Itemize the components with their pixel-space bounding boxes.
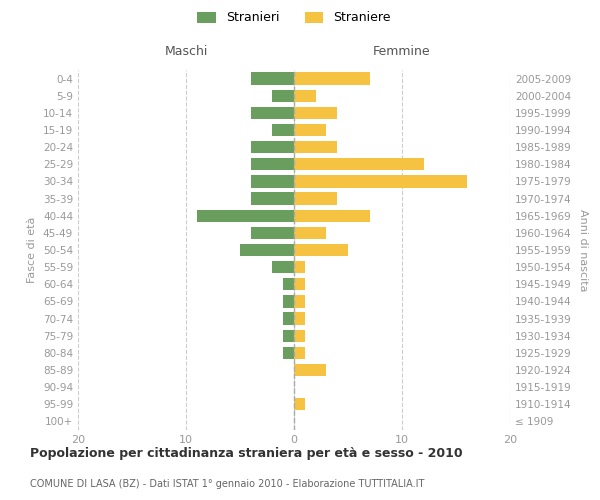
- Bar: [294, 398, 305, 410]
- Bar: [251, 106, 294, 119]
- Bar: [251, 176, 294, 188]
- Bar: [240, 244, 294, 256]
- Bar: [294, 106, 337, 119]
- Bar: [294, 226, 326, 239]
- Bar: [294, 330, 305, 342]
- Bar: [294, 244, 348, 256]
- Bar: [283, 278, 294, 290]
- Bar: [294, 312, 305, 324]
- Bar: [272, 90, 294, 102]
- Bar: [283, 346, 294, 359]
- Text: COMUNE DI LASA (BZ) - Dati ISTAT 1° gennaio 2010 - Elaborazione TUTTITALIA.IT: COMUNE DI LASA (BZ) - Dati ISTAT 1° genn…: [30, 479, 424, 489]
- Bar: [294, 364, 326, 376]
- Bar: [251, 192, 294, 204]
- Bar: [294, 176, 467, 188]
- Bar: [251, 226, 294, 239]
- Y-axis label: Anni di nascita: Anni di nascita: [578, 209, 588, 291]
- Bar: [272, 124, 294, 136]
- Text: Femmine: Femmine: [373, 45, 431, 58]
- Bar: [283, 312, 294, 324]
- Bar: [294, 192, 337, 204]
- Legend: Stranieri, Straniere: Stranieri, Straniere: [197, 12, 391, 24]
- Bar: [294, 124, 326, 136]
- Bar: [251, 141, 294, 154]
- Y-axis label: Fasce di età: Fasce di età: [28, 217, 37, 283]
- Bar: [283, 296, 294, 308]
- Text: Popolazione per cittadinanza straniera per età e sesso - 2010: Popolazione per cittadinanza straniera p…: [30, 448, 463, 460]
- Bar: [294, 90, 316, 102]
- Bar: [197, 210, 294, 222]
- Text: Maschi: Maschi: [164, 45, 208, 58]
- Bar: [294, 210, 370, 222]
- Bar: [294, 296, 305, 308]
- Bar: [294, 158, 424, 170]
- Bar: [251, 72, 294, 85]
- Bar: [294, 261, 305, 274]
- Bar: [294, 278, 305, 290]
- Bar: [294, 346, 305, 359]
- Bar: [294, 72, 370, 85]
- Bar: [283, 330, 294, 342]
- Bar: [251, 158, 294, 170]
- Bar: [294, 141, 337, 154]
- Bar: [272, 261, 294, 274]
